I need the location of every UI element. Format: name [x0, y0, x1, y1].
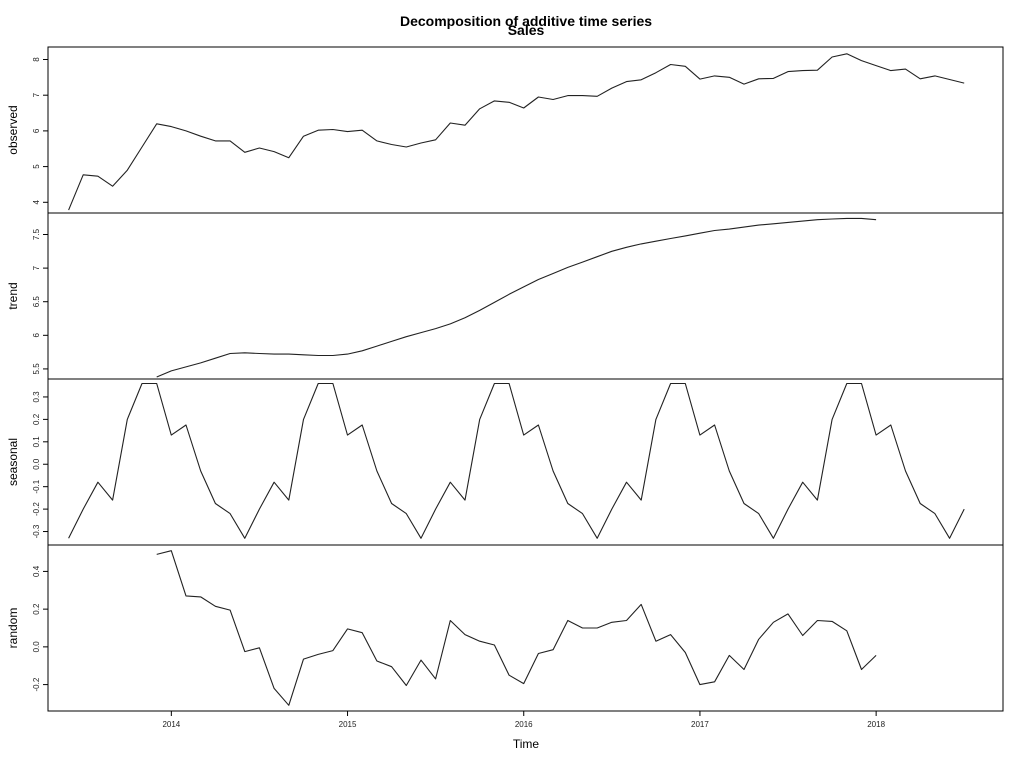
y-axis-label-random: random [6, 608, 20, 649]
y-tick-label-seasonal: 0.3 [32, 391, 41, 403]
y-tick-label-random: 0.0 [32, 641, 41, 653]
y-tick-label-seasonal: -0.3 [32, 524, 41, 538]
chart-title: Decomposition of additive time series [400, 13, 652, 29]
x-tick-label: 2017 [691, 720, 709, 729]
x-tick-label: 2015 [339, 720, 357, 729]
series-line-observed [68, 53, 965, 211]
y-tick-label-seasonal: 0.2 [32, 413, 41, 425]
y-tick-label-seasonal: 0.0 [32, 458, 41, 470]
panel-frame-seasonal [47, 378, 1004, 546]
y-tick-label-observed: 8 [32, 57, 41, 62]
y-tick-label-trend: 5.5 [32, 363, 41, 375]
y-axis-label-trend: trend [6, 282, 20, 309]
y-tick-label-trend: 6.5 [32, 296, 41, 308]
y-tick-label-random: -0.2 [32, 677, 41, 691]
y-tick-label-trend: 7 [32, 265, 41, 270]
panel-frame-random [47, 544, 1004, 712]
panel-random: -0.2 0.0 0.2 0.4 random [6, 544, 1004, 712]
chart-subtitle: Sales [508, 22, 545, 38]
x-tick-label: 2016 [515, 720, 533, 729]
y-tick-label-seasonal: -0.1 [32, 479, 41, 493]
panel-observed: 4 5 6 7 8 observed [6, 46, 1004, 214]
panel-frame-trend [47, 212, 1004, 380]
panel-frame-observed [47, 46, 1004, 214]
y-axis-label-seasonal: seasonal [6, 438, 20, 486]
series-line-trend [156, 217, 877, 378]
y-tick-label-trend: 6 [32, 333, 41, 338]
y-tick-label-trend: 7.5 [32, 228, 41, 240]
y-tick-label-random: 0.4 [32, 565, 41, 577]
y-tick-label-random: 0.2 [32, 603, 41, 615]
y-tick-label-seasonal: -0.2 [32, 502, 41, 516]
y-tick-label-observed: 4 [32, 200, 41, 205]
y-tick-label-observed: 5 [32, 164, 41, 169]
x-tick-label: 2014 [162, 720, 180, 729]
y-tick-label-observed: 7 [32, 92, 41, 97]
series-line-seasonal [68, 382, 965, 539]
panel-trend: 5.5 6 6.5 7 7.5 trend [6, 212, 1004, 380]
y-tick-label-observed: 6 [32, 128, 41, 133]
series-line-random [156, 550, 877, 706]
x-axis: 2014 2015 2016 2017 2018 [162, 710, 886, 729]
y-axis-label-observed: observed [6, 105, 20, 154]
x-axis-label: Time [513, 737, 540, 751]
panels-group: 45678observed5.566.577.5trend-0.3-0.2-0.… [6, 46, 1004, 712]
panel-seasonal: -0.3 -0.2 -0.1 0.0 0.1 0.2 0.3 seasonal [6, 378, 1004, 546]
y-tick-label-seasonal: 0.1 [32, 436, 41, 448]
x-tick-label: 2018 [867, 720, 885, 729]
